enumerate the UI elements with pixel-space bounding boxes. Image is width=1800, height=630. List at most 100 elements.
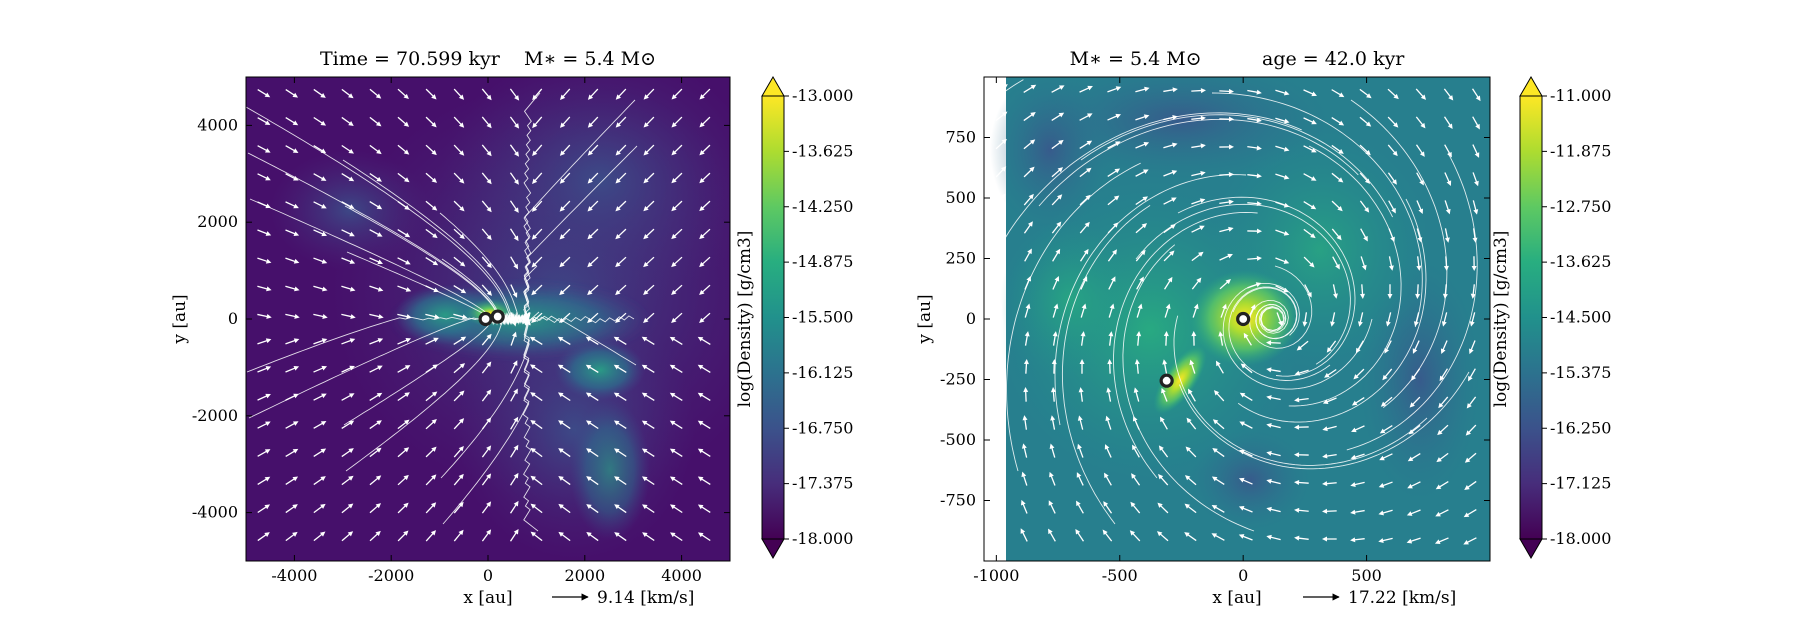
- velocity-arrow-head: [641, 392, 648, 398]
- velocity-arrow-head: [1436, 457, 1442, 463]
- streamline: [1179, 371, 1470, 470]
- y-tick-label: 250: [945, 249, 976, 268]
- velocity-arrow-head: [671, 261, 677, 268]
- velocity-arrow-head: [1196, 277, 1202, 283]
- streamline: [1177, 196, 1356, 377]
- velocity-arrow-head: [1113, 195, 1120, 201]
- star-marker: [490, 309, 505, 324]
- velocity-arrow-head: [1057, 194, 1063, 200]
- velocity-arrow-head: [403, 419, 410, 425]
- velocity-arrow-head: [1330, 321, 1336, 327]
- velocity-arrow-head: [1134, 359, 1140, 365]
- velocity-arrow-head: [1189, 359, 1195, 366]
- velocity-arrow-head: [1193, 303, 1199, 310]
- velocity-arrow-head: [293, 258, 300, 264]
- velocity-arrow-head: [587, 234, 593, 240]
- velocity-arrow-head: [1379, 455, 1385, 461]
- velocity-arrow-head: [613, 392, 620, 398]
- velocity-arrow-head: [1228, 144, 1234, 150]
- velocity-arrow-head: [459, 261, 466, 267]
- x-tick-label: 2000: [564, 566, 605, 585]
- velocity-arrow-head: [671, 289, 677, 296]
- velocity-arrow-head: [321, 203, 327, 209]
- velocity-arrow-head: [1469, 321, 1475, 327]
- velocity-arrow-head: [1052, 331, 1058, 337]
- velocity-arrow-head: [1350, 537, 1356, 543]
- velocity-arrow-head: [320, 92, 326, 98]
- velocity-arrow-head: [1407, 456, 1414, 462]
- velocity-arrow-head: [1115, 113, 1121, 119]
- streamline: [1237, 198, 1427, 423]
- velocity-arrow-head: [1029, 166, 1035, 172]
- velocity-arrow-head: [486, 333, 492, 340]
- colorbar-tick-label: -15.500: [792, 308, 853, 327]
- velocity-arrow-head: [403, 474, 409, 481]
- velocity-arrow-head: [264, 504, 271, 510]
- velocity-arrow-head: [1416, 265, 1422, 271]
- velocity-arrow-head: [486, 445, 492, 451]
- velocity-arrow-head: [1076, 472, 1082, 478]
- velocity-arrow-head: [1350, 509, 1356, 515]
- panel-2-y-axis: -750 -500 -250 0 250 500 750: [940, 128, 1490, 510]
- velocity-arrow-head: [1170, 224, 1176, 230]
- velocity-arrow-head: [375, 503, 382, 509]
- velocity-arrow-head: [349, 338, 356, 343]
- velocity-arrow-head: [670, 532, 676, 538]
- velocity-arrow-head: [642, 504, 648, 510]
- velocity-arrow-head: [292, 448, 299, 454]
- velocity-arrow-head: [671, 205, 677, 212]
- velocity-arrow-head: [293, 338, 300, 344]
- velocity-arrow-head: [1215, 360, 1221, 367]
- velocity-arrow-head: [1309, 262, 1315, 268]
- colorbar-tick-label: -14.500: [1550, 308, 1611, 327]
- velocity-arrow-head: [559, 206, 565, 212]
- velocity-arrow-head: [559, 178, 566, 184]
- velocity-arrow-head: [1228, 226, 1234, 232]
- velocity-arrow-head: [529, 364, 536, 370]
- velocity-arrow-head: [557, 364, 564, 370]
- streamline: [1228, 286, 1331, 381]
- velocity-arrow-head: [513, 207, 519, 213]
- velocity-arrow-head: [1058, 139, 1064, 145]
- x-tick-label: 0: [483, 566, 493, 585]
- velocity-arrow-head: [1337, 206, 1343, 212]
- velocity-arrow-head: [1420, 122, 1426, 129]
- velocity-arrow-head: [1240, 363, 1247, 369]
- velocity-arrow-head: [1351, 400, 1358, 406]
- velocity-arrow-head: [1470, 293, 1476, 299]
- velocity-arrow-head: [1001, 138, 1007, 145]
- velocity-arrow-head: [265, 421, 271, 427]
- velocity-arrow-head: [320, 120, 327, 126]
- velocity-arrow-head: [348, 121, 354, 126]
- velocity-arrow-head: [1302, 321, 1308, 327]
- velocity-arrow-head: [993, 499, 999, 506]
- velocity-arrow-head: [1079, 359, 1085, 365]
- velocity-arrow-head: [1322, 399, 1329, 404]
- velocity-arrow-head: [615, 289, 621, 296]
- velocity-arrow-head: [1026, 275, 1032, 282]
- velocity-arrow-head: [1382, 374, 1388, 381]
- velocity-arrow-head: [1294, 397, 1300, 403]
- panel-1: Time = 70.599 kyr M∗ = 5.4 M⊙ -4000 -2000…: [170, 48, 853, 608]
- velocity-arrow-head: [557, 392, 564, 398]
- velocity-arrow-head: [513, 500, 519, 507]
- velocity-arrow-head: [1337, 177, 1344, 183]
- velocity-arrow-head: [1256, 145, 1262, 151]
- velocity-arrow-head: [669, 392, 676, 398]
- velocity-arrow-head: [486, 389, 492, 395]
- velocity-arrow-head: [1054, 276, 1060, 282]
- velocity-arrow-head: [264, 476, 271, 482]
- velocity-arrow-head: [1102, 529, 1108, 536]
- velocity-arrow-head: [587, 317, 593, 324]
- velocity-arrow-head: [459, 178, 465, 184]
- panel-2-density-field: [984, 77, 1490, 561]
- velocity-arrow-head: [320, 503, 326, 509]
- velocity-arrow-head: [994, 443, 1000, 449]
- streamline: [1135, 203, 1351, 365]
- velocity-arrow-head: [513, 179, 519, 185]
- velocity-arrow-head: [1415, 293, 1421, 299]
- velocity-arrow-head: [1294, 424, 1300, 430]
- velocity-arrow-head: [1228, 199, 1234, 205]
- velocity-arrow-head: [1294, 452, 1300, 458]
- velocity-arrow-head: [1184, 475, 1191, 481]
